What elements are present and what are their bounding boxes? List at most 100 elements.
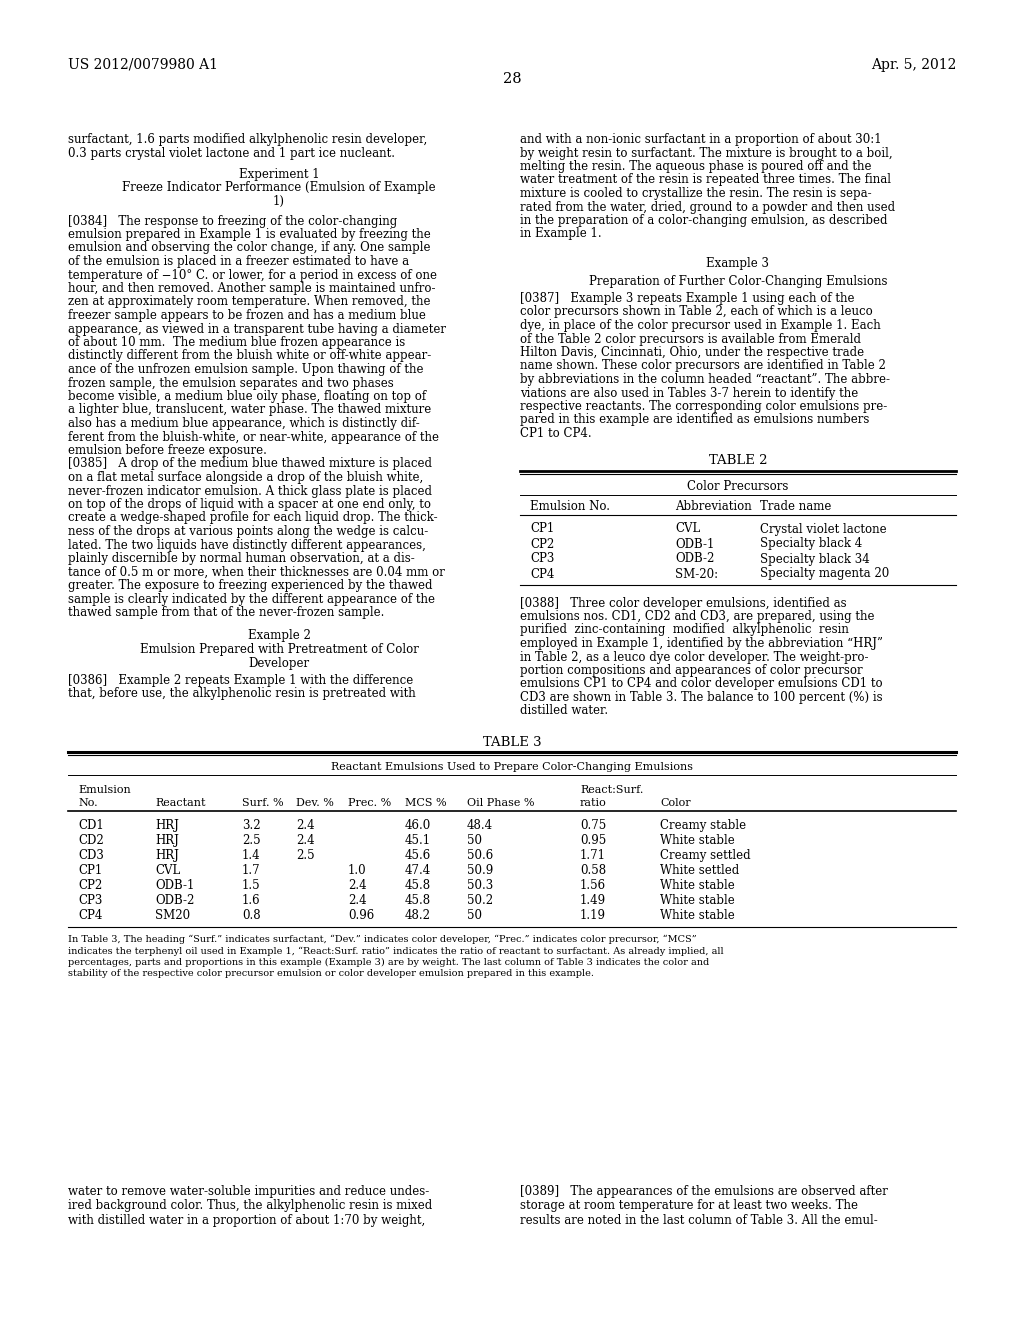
Text: CP4: CP4 bbox=[530, 568, 554, 581]
Text: respective reactants. The corresponding color emulsions pre-: respective reactants. The corresponding … bbox=[520, 400, 887, 413]
Text: appearance, as viewed in a transparent tube having a diameter: appearance, as viewed in a transparent t… bbox=[68, 322, 446, 335]
Text: Dev. %: Dev. % bbox=[296, 799, 334, 808]
Text: White stable: White stable bbox=[660, 894, 735, 907]
Text: CVL: CVL bbox=[675, 523, 700, 536]
Text: tance of 0.5 m or more, when their thicknesses are 0.04 mm or: tance of 0.5 m or more, when their thick… bbox=[68, 565, 444, 578]
Text: on a flat metal surface alongside a drop of the bluish white,: on a flat metal surface alongside a drop… bbox=[68, 471, 423, 484]
Text: 46.0: 46.0 bbox=[406, 818, 431, 832]
Text: greater. The exposure to freezing experienced by the thawed: greater. The exposure to freezing experi… bbox=[68, 579, 432, 591]
Text: Freeze Indicator Performance (Emulsion of Example: Freeze Indicator Performance (Emulsion o… bbox=[122, 181, 436, 194]
Text: mixture is cooled to crystallize the resin. The resin is sepa-: mixture is cooled to crystallize the res… bbox=[520, 187, 871, 201]
Text: 1.6: 1.6 bbox=[242, 894, 261, 907]
Text: 0.95: 0.95 bbox=[580, 834, 606, 847]
Text: 0.8: 0.8 bbox=[242, 909, 261, 921]
Text: temperature of −10° C. or lower, for a period in excess of one: temperature of −10° C. or lower, for a p… bbox=[68, 268, 437, 281]
Text: ratio: ratio bbox=[580, 799, 607, 808]
Text: Color: Color bbox=[660, 799, 690, 808]
Text: 1.4: 1.4 bbox=[242, 849, 261, 862]
Text: in the preparation of a color-changing emulsion, as described: in the preparation of a color-changing e… bbox=[520, 214, 888, 227]
Text: stability of the respective color precursor emulsion or color developer emulsion: stability of the respective color precur… bbox=[68, 969, 594, 978]
Text: Emulsion No.: Emulsion No. bbox=[530, 500, 610, 513]
Text: by weight resin to surfactant. The mixture is brought to a boil,: by weight resin to surfactant. The mixtu… bbox=[520, 147, 893, 160]
Text: Reactant Emulsions Used to Prepare Color-Changing Emulsions: Reactant Emulsions Used to Prepare Color… bbox=[331, 762, 693, 772]
Text: HRJ: HRJ bbox=[155, 818, 179, 832]
Text: 1.71: 1.71 bbox=[580, 849, 606, 862]
Text: [0384]   The response to freezing of the color-changing: [0384] The response to freezing of the c… bbox=[68, 214, 397, 227]
Text: 50.6: 50.6 bbox=[467, 849, 494, 862]
Text: water to remove water-soluble impurities and reduce undes-: water to remove water-soluble impurities… bbox=[68, 1185, 429, 1199]
Text: White settled: White settled bbox=[660, 865, 739, 876]
Text: emulsion prepared in Example 1 is evaluated by freezing the: emulsion prepared in Example 1 is evalua… bbox=[68, 228, 431, 242]
Text: portion compositions and appearances of color precursor: portion compositions and appearances of … bbox=[520, 664, 862, 677]
Text: color precursors shown in Table 2, each of which is a leuco: color precursors shown in Table 2, each … bbox=[520, 305, 872, 318]
Text: TABLE 3: TABLE 3 bbox=[482, 737, 542, 748]
Text: 50.9: 50.9 bbox=[467, 865, 494, 876]
Text: ODB-1: ODB-1 bbox=[675, 537, 715, 550]
Text: White stable: White stable bbox=[660, 834, 735, 847]
Text: CP1: CP1 bbox=[530, 523, 554, 536]
Text: on top of the drops of liquid with a spacer at one end only, to: on top of the drops of liquid with a spa… bbox=[68, 498, 431, 511]
Text: name shown. These color precursors are identified in Table 2: name shown. These color precursors are i… bbox=[520, 359, 886, 372]
Text: frozen sample, the emulsion separates and two phases: frozen sample, the emulsion separates an… bbox=[68, 376, 394, 389]
Text: CP1: CP1 bbox=[78, 865, 102, 876]
Text: CP3: CP3 bbox=[530, 553, 554, 565]
Text: 1.7: 1.7 bbox=[242, 865, 261, 876]
Text: 2.5: 2.5 bbox=[242, 834, 261, 847]
Text: become visible, a medium blue oily phase, floating on top of: become visible, a medium blue oily phase… bbox=[68, 389, 426, 403]
Text: ness of the drops at various points along the wedge is calcu-: ness of the drops at various points alon… bbox=[68, 525, 428, 539]
Text: Creamy settled: Creamy settled bbox=[660, 849, 751, 862]
Text: plainly discernible by normal human observation, at a dis-: plainly discernible by normal human obse… bbox=[68, 552, 415, 565]
Text: [0386]   Example 2 repeats Example 1 with the difference: [0386] Example 2 repeats Example 1 with … bbox=[68, 675, 414, 686]
Text: dye, in place of the color precursor used in Example 1. Each: dye, in place of the color precursor use… bbox=[520, 319, 881, 333]
Text: HRJ: HRJ bbox=[155, 834, 179, 847]
Text: Specialty black 34: Specialty black 34 bbox=[760, 553, 869, 565]
Text: US 2012/0079980 A1: US 2012/0079980 A1 bbox=[68, 58, 218, 73]
Text: create a wedge-shaped profile for each liquid drop. The thick-: create a wedge-shaped profile for each l… bbox=[68, 511, 437, 524]
Text: 50: 50 bbox=[467, 909, 482, 921]
Text: in Example 1.: in Example 1. bbox=[520, 227, 602, 240]
Text: Prec. %: Prec. % bbox=[348, 799, 391, 808]
Text: CD3: CD3 bbox=[78, 849, 103, 862]
Text: [0385]   A drop of the medium blue thawed mixture is placed: [0385] A drop of the medium blue thawed … bbox=[68, 458, 432, 470]
Text: freezer sample appears to be frozen and has a medium blue: freezer sample appears to be frozen and … bbox=[68, 309, 426, 322]
Text: SM-20:: SM-20: bbox=[675, 568, 718, 581]
Text: Emulsion: Emulsion bbox=[78, 785, 131, 795]
Text: 1.0: 1.0 bbox=[348, 865, 367, 876]
Text: 2.4: 2.4 bbox=[348, 894, 367, 907]
Text: 2.5: 2.5 bbox=[296, 849, 314, 862]
Text: 2.4: 2.4 bbox=[296, 834, 314, 847]
Text: results are noted in the last column of Table 3. All the emul-: results are noted in the last column of … bbox=[520, 1214, 878, 1228]
Text: TABLE 2: TABLE 2 bbox=[709, 454, 767, 467]
Text: HRJ: HRJ bbox=[155, 849, 179, 862]
Text: CD3 are shown in Table 3. The balance to 100 percent (%) is: CD3 are shown in Table 3. The balance to… bbox=[520, 690, 883, 704]
Text: Creamy stable: Creamy stable bbox=[660, 818, 746, 832]
Text: React:Surf.: React:Surf. bbox=[580, 785, 643, 795]
Text: CP2: CP2 bbox=[78, 879, 102, 892]
Text: sample is clearly indicated by the different appearance of the: sample is clearly indicated by the diffe… bbox=[68, 593, 435, 606]
Text: emulsions nos. CD1, CD2 and CD3, are prepared, using the: emulsions nos. CD1, CD2 and CD3, are pre… bbox=[520, 610, 874, 623]
Text: CP1 to CP4.: CP1 to CP4. bbox=[520, 426, 592, 440]
Text: 1.49: 1.49 bbox=[580, 894, 606, 907]
Text: purified  zinc-containing  modified  alkylphenolic  resin: purified zinc-containing modified alkylp… bbox=[520, 623, 849, 636]
Text: 2.4: 2.4 bbox=[296, 818, 314, 832]
Text: 1.5: 1.5 bbox=[242, 879, 261, 892]
Text: indicates the terphenyl oil used in Example 1, “React:Surf. ratio” indicates the: indicates the terphenyl oil used in Exam… bbox=[68, 946, 724, 956]
Text: never-frozen indicator emulsion. A thick glass plate is placed: never-frozen indicator emulsion. A thick… bbox=[68, 484, 432, 498]
Text: ODB-2: ODB-2 bbox=[675, 553, 715, 565]
Text: emulsion before freeze exposure.: emulsion before freeze exposure. bbox=[68, 444, 267, 457]
Text: 0.58: 0.58 bbox=[580, 865, 606, 876]
Text: of the emulsion is placed in a freezer estimated to have a: of the emulsion is placed in a freezer e… bbox=[68, 255, 410, 268]
Text: CP2: CP2 bbox=[530, 537, 554, 550]
Text: 45.8: 45.8 bbox=[406, 879, 431, 892]
Text: rated from the water, dried, ground to a powder and then used: rated from the water, dried, ground to a… bbox=[520, 201, 895, 214]
Text: storage at room temperature for at least two weeks. The: storage at room temperature for at least… bbox=[520, 1200, 858, 1213]
Text: White stable: White stable bbox=[660, 909, 735, 921]
Text: hour, and then removed. Another sample is maintained unfro-: hour, and then removed. Another sample i… bbox=[68, 282, 435, 294]
Text: Hilton Davis, Cincinnati, Ohio, under the respective trade: Hilton Davis, Cincinnati, Ohio, under th… bbox=[520, 346, 864, 359]
Text: SM20: SM20 bbox=[155, 909, 190, 921]
Text: ODB-2: ODB-2 bbox=[155, 894, 195, 907]
Text: [0389]   The appearances of the emulsions are observed after: [0389] The appearances of the emulsions … bbox=[520, 1185, 888, 1199]
Text: Reactant: Reactant bbox=[155, 799, 206, 808]
Text: 48.2: 48.2 bbox=[406, 909, 431, 921]
Text: Emulsion Prepared with Pretreatment of Color: Emulsion Prepared with Pretreatment of C… bbox=[139, 643, 419, 656]
